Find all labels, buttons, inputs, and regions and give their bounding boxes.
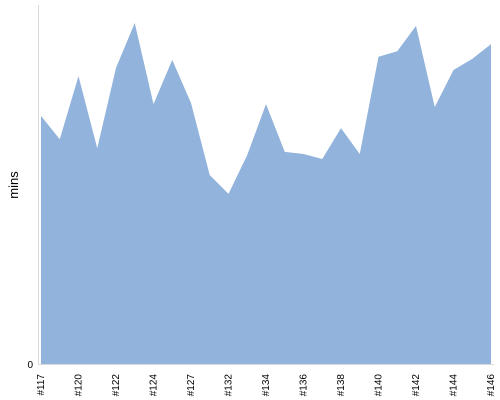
y-axis-label: mins bbox=[6, 171, 21, 199]
x-tick-label: #146 bbox=[486, 374, 497, 397]
x-tick-labels: #117 #120 #122 #124 #127 #132 #134 #136 #138 #140… bbox=[36, 374, 497, 397]
x-tick-label: #138 bbox=[336, 374, 347, 397]
x-tick-label: #117 bbox=[36, 374, 47, 396]
x-tick-label: #144 bbox=[449, 374, 460, 397]
x-tick-label: #122 bbox=[111, 374, 122, 397]
x-tick-label: #142 bbox=[411, 374, 422, 397]
x-tick-label: #134 bbox=[261, 374, 272, 397]
y-tick-labels: 0 bbox=[27, 360, 33, 371]
x-tick-label: #127 bbox=[186, 374, 197, 397]
x-tick-label: #132 bbox=[224, 374, 235, 397]
area-series-fill bbox=[41, 22, 491, 364]
x-tick-label: #124 bbox=[149, 374, 160, 397]
y-tick-label: 0 bbox=[27, 360, 33, 371]
x-tick-label: #120 bbox=[74, 374, 85, 397]
area-series bbox=[41, 22, 491, 364]
x-tick-label: #136 bbox=[299, 374, 310, 397]
x-tick-label: #140 bbox=[374, 374, 385, 397]
